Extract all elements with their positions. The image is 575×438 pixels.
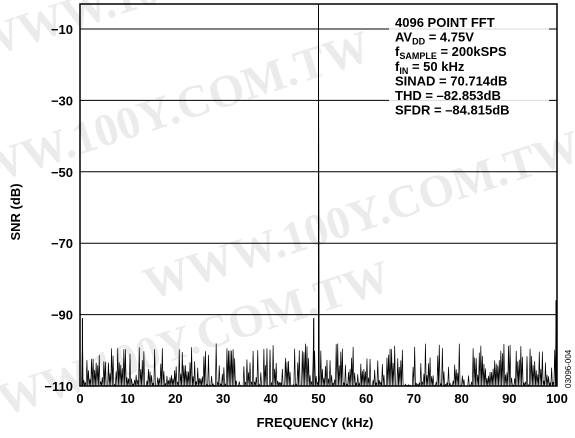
watermark-text: WWW.100Y.COM.TW [0, 20, 376, 209]
x-tick-label: 50 [311, 391, 325, 406]
x-tick-label: 0 [76, 391, 83, 406]
x-axis-ticks: 0 10 20 30 40 50 60 70 80 90 100 [76, 391, 567, 406]
figure-id: 03096-004 [564, 349, 573, 388]
annotation-line: fIN = 50 kHz [395, 59, 465, 76]
x-tick-label: 10 [120, 391, 134, 406]
annotation-line: SINAD = 70.714dB [395, 73, 507, 88]
x-tick-label: 100 [546, 391, 568, 406]
y-tick-label: −70 [51, 236, 73, 251]
y-tick-label: −10 [51, 22, 73, 37]
spectrum-series [80, 3, 558, 388]
annotation-line: THD = –82.853dB [395, 88, 501, 103]
annotation-line: AVDD = 4.75V [395, 30, 474, 47]
annotation-background [389, 10, 549, 143]
annotation-line: SFDR = –84.815dB [395, 103, 510, 118]
annotation-line: 4096 POINT FFT [395, 15, 495, 30]
x-tick-label: 70 [407, 391, 421, 406]
y-tick-label: −50 [51, 165, 73, 180]
x-axis-title: FREQUENCY (kHz) [257, 415, 374, 430]
x-tick-label: 80 [454, 391, 468, 406]
x-tick-label: 90 [502, 391, 516, 406]
y-tick-label: −30 [51, 93, 73, 108]
x-tick-label: 60 [359, 391, 373, 406]
annotation-line: fSAMPLE = 200kSPS [395, 44, 507, 61]
x-tick-label: 40 [264, 391, 278, 406]
x-tick-label: 30 [216, 391, 230, 406]
y-axis-title: SNR (dB) [8, 183, 23, 240]
x-tick-label: 20 [168, 391, 182, 406]
y-tick-label: −110 [44, 379, 73, 394]
y-tick-label: −90 [51, 308, 73, 323]
y-axis-ticks: −10 −30 −50 −70 −90 −110 [44, 22, 73, 394]
